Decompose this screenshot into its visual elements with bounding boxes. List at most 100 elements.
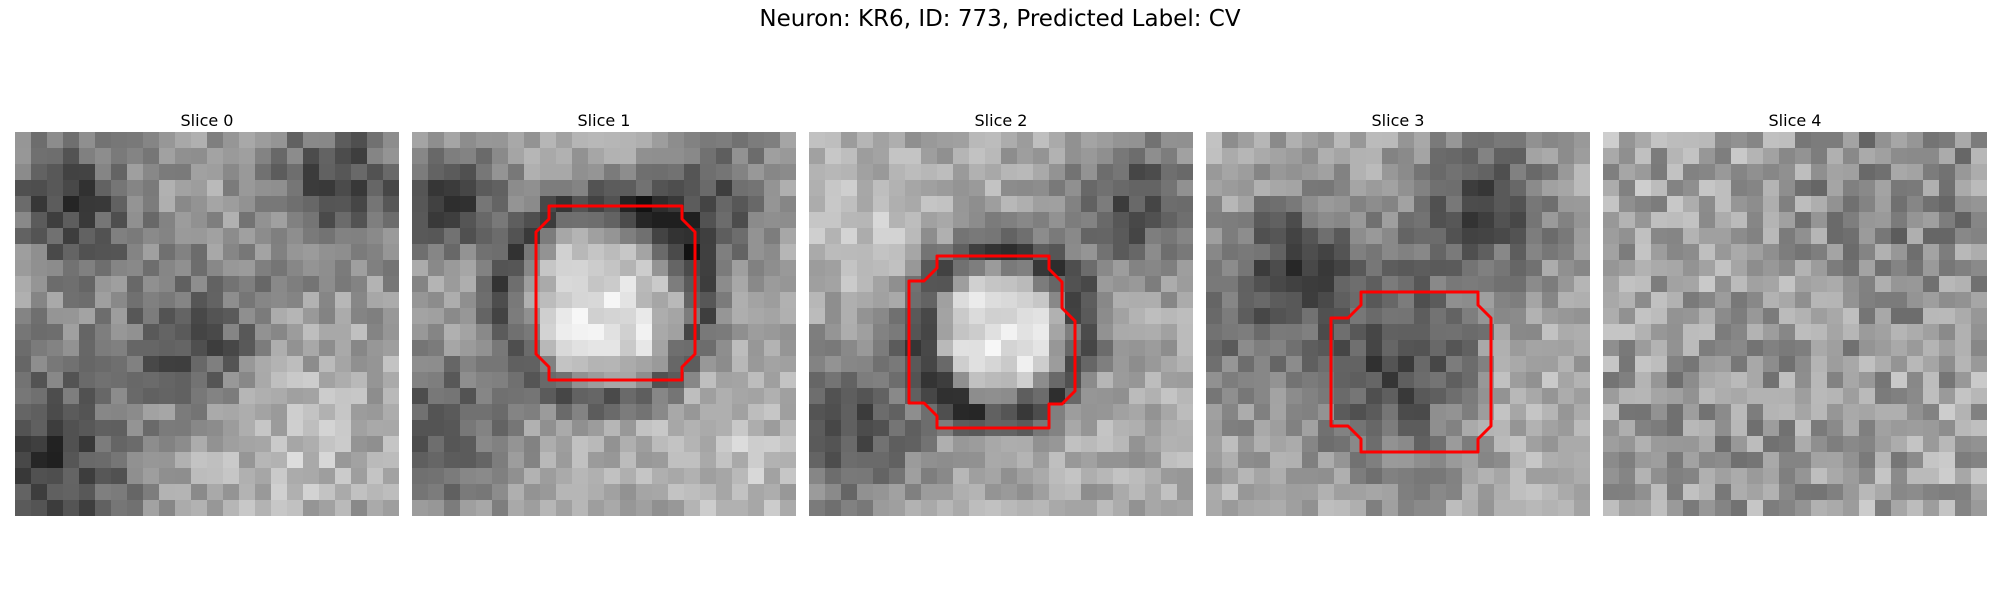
image-pixel (905, 148, 922, 165)
image-pixel (1113, 292, 1130, 309)
image-pixel (95, 372, 112, 389)
image-pixel (921, 228, 938, 245)
image-pixel (1542, 292, 1559, 309)
image-pixel (271, 484, 288, 501)
image-pixel (1145, 452, 1162, 469)
image-pixel (47, 372, 64, 389)
image-pixel (1238, 308, 1255, 325)
image-pixel (1113, 500, 1130, 516)
image-pixel (668, 212, 685, 229)
image-pixel (905, 436, 922, 453)
image-pixel (1177, 212, 1193, 229)
image-pixel (540, 484, 557, 501)
image-pixel (1907, 388, 1924, 405)
image-pixel (1827, 292, 1844, 309)
image-pixel (1651, 244, 1668, 261)
image-pixel (1430, 500, 1447, 516)
image-pixel (969, 228, 986, 245)
image-pixel (1955, 420, 1972, 437)
image-pixel (1177, 148, 1193, 165)
image-pixel (1574, 276, 1590, 293)
image-pixel (1238, 356, 1255, 373)
image-pixel (287, 308, 304, 325)
image-pixel (732, 484, 749, 501)
image-pixel (127, 260, 144, 277)
image-pixel (716, 404, 733, 421)
image-pixel (1907, 276, 1924, 293)
image-pixel (1667, 468, 1684, 485)
image-pixel (1065, 340, 1082, 357)
image-pixel (1747, 260, 1764, 277)
image-pixel (1779, 500, 1796, 516)
image-pixel (351, 452, 368, 469)
image-pixel (460, 404, 477, 421)
image-pixel (857, 468, 874, 485)
image-pixel (1510, 404, 1527, 421)
image-pixel (748, 500, 765, 516)
image-pixel (63, 324, 80, 341)
image-pixel (95, 308, 112, 325)
image-pixel (79, 196, 96, 213)
image-pixel (572, 420, 589, 437)
image-pixel (1667, 292, 1684, 309)
image-pixel (1017, 468, 1034, 485)
image-pixel (905, 372, 922, 389)
image-pixel (748, 292, 765, 309)
image-pixel (700, 468, 717, 485)
image-pixel (668, 228, 685, 245)
image-pixel (31, 292, 48, 309)
image-pixel (841, 276, 858, 293)
image-pixel (1699, 292, 1716, 309)
image-pixel (1350, 276, 1367, 293)
image-pixel (937, 500, 954, 516)
image-pixel (1843, 484, 1860, 501)
image-pixel (444, 324, 461, 341)
image-pixel (1097, 148, 1114, 165)
image-pixel (937, 484, 954, 501)
image-pixel (1510, 436, 1527, 453)
image-pixel (1827, 356, 1844, 373)
image-pixel (1526, 244, 1543, 261)
image-pixel (668, 468, 685, 485)
image-pixel (1065, 324, 1082, 341)
image-pixel (1667, 372, 1684, 389)
image-pixel (175, 468, 192, 485)
image-pixel (1302, 164, 1319, 181)
image-pixel (303, 500, 320, 516)
image-pixel (175, 340, 192, 357)
image-pixel (492, 420, 509, 437)
image-pixel (191, 356, 208, 373)
image-pixel (604, 228, 621, 245)
image-pixel (732, 260, 749, 277)
image-pixel (1033, 340, 1050, 357)
image-pixel (1001, 228, 1018, 245)
image-pixel (127, 148, 144, 165)
image-pixel (921, 436, 938, 453)
image-pixel (1651, 212, 1668, 229)
image-pixel (207, 420, 224, 437)
image-pixel (1081, 388, 1098, 405)
image-pixel (1811, 324, 1828, 341)
image-pixel (1891, 196, 1908, 213)
image-pixel (1779, 276, 1796, 293)
image-pixel (1097, 372, 1114, 389)
image-pixel (111, 468, 128, 485)
image-pixel (1113, 308, 1130, 325)
image-pixel (652, 420, 669, 437)
image-pixel (841, 164, 858, 181)
image-pixel (1619, 308, 1636, 325)
image-pixel (383, 356, 399, 373)
image-pixel (383, 468, 399, 485)
image-pixel (79, 420, 96, 437)
image-pixel (191, 308, 208, 325)
image-pixel (572, 244, 589, 261)
image-pixel (1350, 356, 1367, 373)
image-pixel (1955, 180, 1972, 197)
image-pixel (1049, 212, 1066, 229)
image-pixel (1462, 420, 1479, 437)
image-pixel (1715, 372, 1732, 389)
image-pixel (684, 340, 701, 357)
image-pixel (1478, 132, 1495, 149)
image-pixel (604, 180, 621, 197)
image-pixel (1574, 356, 1590, 373)
